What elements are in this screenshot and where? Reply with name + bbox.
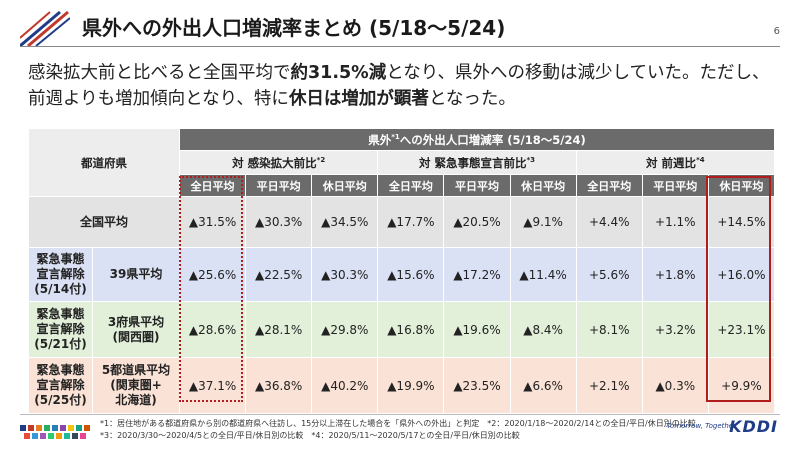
release-group-label: 緊急事態 宣言解除 (5/21付)	[28, 301, 93, 358]
value-cell: ▲34.5%	[311, 196, 379, 248]
value-cell: ▲19.6%	[443, 301, 511, 358]
value-cell: +8.1%	[575, 301, 643, 358]
value-cell: ▲28.6%	[178, 301, 247, 358]
subcol-header: 平日平均	[245, 174, 313, 197]
value-cell: ▲6.6%	[509, 357, 577, 414]
footnotes: *1：居住地がある都道府県から別の都道府県へ往訪し、15分以上滞在した場合を「県…	[100, 418, 696, 442]
value-cell: +9.9%	[707, 357, 776, 414]
value-cell: ▲22.5%	[245, 247, 313, 302]
row-label: 全国平均	[28, 196, 180, 248]
group-header-prev-week: 対 前週比*4	[575, 150, 776, 175]
summary-part-3: となった。	[428, 89, 516, 109]
page-title: 県外への外出人口増減率まとめ (5/18～5/24)	[82, 16, 506, 40]
region-label: 39県平均	[92, 247, 180, 302]
value-cell: ▲9.1%	[509, 196, 577, 248]
group-header-pre-emergency: 対 緊急事態宣言前比*3	[377, 150, 577, 175]
value-cell: +16.0%	[707, 247, 776, 302]
footnote-line-1: *1：居住地がある都道府県から別の都道府県へ往訪し、15分以上滞在した場合を「県…	[100, 419, 696, 428]
table-row: 緊急事態 宣言解除 (5/14付) 39県平均 ▲25.6% ▲22.5% ▲30.…	[28, 247, 776, 302]
subcol-header: 全日平均	[377, 174, 445, 197]
subcol-header: 全日平均	[575, 174, 643, 197]
value-cell: +2.1%	[575, 357, 643, 414]
value-cell: ▲11.4%	[509, 247, 577, 302]
value-cell: ▲16.8%	[377, 301, 445, 358]
footnote-line-2: *3：2020/3/30～2020/4/5との全日/平日/休日別の比較 *4：2…	[100, 431, 520, 440]
value-cell: ▲37.1%	[178, 357, 247, 414]
summary-bold-2: 休日は増加が顕著	[288, 89, 429, 109]
value-cell: ▲29.8%	[311, 301, 379, 358]
region-label: 3府県平均 (関西圏)	[92, 301, 180, 358]
value-cell: ▲15.6%	[377, 247, 445, 302]
value-cell: ▲8.4%	[509, 301, 577, 358]
group-header-pre-infection: 対 感染拡大前比*2	[178, 150, 379, 175]
table-row: 緊急事態 宣言解除 (5/21付) 3府県平均 (関西圏) ▲28.6% ▲28.1%…	[28, 301, 776, 358]
logo-wordmark: KDDI	[729, 417, 778, 436]
color-dots-decoration	[20, 425, 90, 439]
corner-stripes-decoration	[20, 10, 70, 48]
value-cell: +3.2%	[641, 301, 709, 358]
value-cell: ▲17.2%	[443, 247, 511, 302]
value-cell: ▲40.2%	[311, 357, 379, 414]
value-cell: ▲28.1%	[245, 301, 313, 358]
table-row-national: 全国平均 ▲31.5% ▲30.3% ▲34.5% ▲17.7% ▲20.5% …	[28, 196, 776, 248]
subcol-header: 全日平均	[178, 174, 247, 197]
value-cell: ▲0.3%	[641, 357, 709, 414]
value-cell: ▲31.5%	[178, 196, 247, 248]
table-row: 緊急事態 宣言解除 (5/25付) 5都道県平均 (関東圏+ 北海道) ▲37.1% ▲…	[28, 357, 776, 414]
page-number: 6	[773, 26, 780, 37]
footer-divider	[20, 414, 780, 415]
value-cell: ▲17.7%	[377, 196, 445, 248]
subcol-header: 休日平均	[509, 174, 577, 197]
summary-part-1: 感染拡大前と比べると全国平均で	[28, 63, 291, 83]
region-label: 5都道県平均 (関東圏+ 北海道)	[92, 357, 180, 414]
value-cell: +23.1%	[707, 301, 776, 358]
summary-text: 感染拡大前と比べると全国平均で約31.5%減となり、県外への移動は減少していた。…	[28, 60, 778, 112]
value-cell: ▲30.3%	[311, 247, 379, 302]
value-cell: ▲30.3%	[245, 196, 313, 248]
value-cell: ▲19.9%	[377, 357, 445, 414]
value-cell: +4.4%	[575, 196, 643, 248]
value-cell: +1.1%	[641, 196, 709, 248]
summary-part-2: となり、県外への移動は減少していた。ただし、前週よりも増加傾向となり、特に	[28, 63, 770, 109]
value-cell: +5.6%	[575, 247, 643, 302]
kddi-logo: KDDI Tomorrow, Together	[666, 417, 778, 436]
release-group-label: 緊急事態 宣言解除 (5/25付)	[28, 357, 93, 414]
title-divider	[20, 46, 780, 47]
pref-header: 都道府県	[28, 128, 180, 197]
top-header: 県外*1への外出人口増減率 (5/18～5/24)	[179, 128, 775, 151]
subcol-header: 平日平均	[443, 174, 511, 197]
value-cell: ▲36.8%	[245, 357, 313, 414]
value-cell: ▲20.5%	[443, 196, 511, 248]
logo-tagline: Tomorrow, Together	[666, 422, 736, 430]
travel-rate-table: 都道府県 県外*1への外出人口増減率 (5/18～5/24) 対 感染拡大前比*…	[28, 128, 776, 414]
subcol-header: 平日平均	[641, 174, 709, 197]
subcol-header: 休日平均	[707, 174, 776, 197]
value-cell: +1.8%	[641, 247, 709, 302]
value-cell: +14.5%	[707, 196, 776, 248]
value-cell: ▲23.5%	[443, 357, 511, 414]
release-group-label: 緊急事態 宣言解除 (5/14付)	[28, 247, 93, 302]
subcol-header: 休日平均	[311, 174, 379, 197]
value-cell: ▲25.6%	[178, 247, 247, 302]
summary-bold-1: 約31.5%減	[290, 63, 387, 83]
